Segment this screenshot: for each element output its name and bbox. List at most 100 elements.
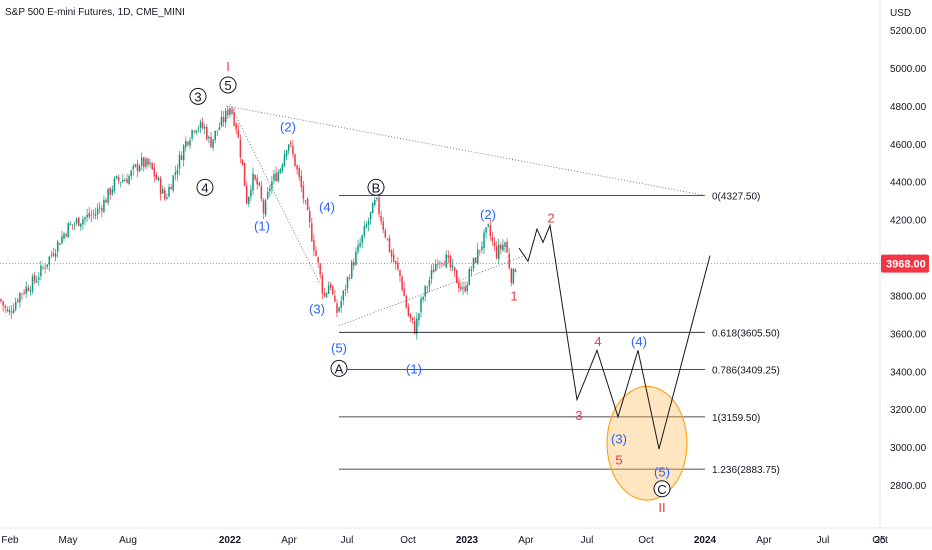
candle-body	[140, 157, 143, 166]
candle-body	[476, 249, 479, 264]
candle-body	[445, 254, 447, 268]
candle-body	[227, 109, 229, 116]
candle-body	[329, 283, 332, 288]
candle-body	[386, 238, 389, 240]
candle-body	[67, 223, 69, 238]
candle-body	[500, 244, 502, 249]
candle-body	[153, 167, 156, 177]
y-tick-label: 5200.00	[890, 26, 927, 37]
candle-body	[266, 191, 269, 199]
candle-body	[298, 168, 300, 177]
candle-body	[470, 269, 473, 272]
candle-body	[359, 243, 361, 247]
wave-label: (4)	[631, 334, 647, 349]
candle-body	[416, 318, 418, 334]
candle-body	[254, 175, 256, 180]
wave-label: (2)	[280, 120, 296, 135]
candle-body	[73, 223, 76, 225]
candle-body	[185, 140, 187, 148]
candle-body	[101, 208, 103, 211]
candle-body	[241, 159, 244, 165]
y-tick-label: 4200.00	[890, 216, 927, 227]
candle-body	[21, 293, 23, 295]
candle-body	[424, 285, 426, 297]
candle-body	[12, 309, 15, 313]
candle-body	[491, 236, 494, 241]
candle-body	[453, 266, 456, 272]
candle-body	[50, 254, 53, 256]
wave-label: 4	[201, 180, 208, 195]
candle-body	[369, 211, 372, 220]
candle-body	[54, 253, 57, 257]
candle-body	[275, 173, 277, 182]
candle-body	[353, 262, 355, 266]
candle-body	[363, 226, 366, 236]
candle-body	[250, 189, 252, 197]
candle-body	[327, 285, 330, 294]
candle-body	[6, 309, 9, 311]
candlestick-series	[0, 105, 517, 340]
wave-label: (1)	[406, 361, 422, 376]
candle-body	[48, 256, 51, 265]
candle-body	[504, 242, 506, 247]
trendline-drop[interactable]	[229, 103, 321, 285]
candle-body	[136, 163, 139, 171]
candle-body	[46, 264, 48, 267]
wave-label: (3)	[309, 302, 325, 317]
candle-body	[199, 121, 202, 128]
currency-label: USD	[890, 8, 911, 19]
x-tick-label: Oct	[872, 535, 888, 546]
candle-body	[138, 166, 141, 172]
trendline-lower[interactable]	[338, 255, 526, 327]
candle-body	[86, 214, 88, 218]
fib-level-label: 0.618(3605.50)	[712, 328, 780, 339]
candle-body	[239, 139, 242, 158]
x-tick-label: Oct	[400, 535, 416, 546]
candle-body	[132, 166, 135, 170]
candle-body	[397, 262, 399, 270]
current-price-tag	[881, 254, 929, 273]
candle-body	[422, 296, 424, 300]
price-axis[interactable]: 5200.00 5000.00 4800.00 4600.00 4400.00 4200.…	[879, 0, 929, 528]
candle-body	[182, 145, 185, 161]
candle-body	[222, 117, 225, 123]
candle-body	[493, 242, 496, 247]
wave-label: (3)	[611, 432, 627, 447]
candle-body	[0, 298, 2, 302]
candle-body	[113, 178, 116, 191]
candle-body	[367, 220, 370, 225]
projection-path[interactable]	[518, 223, 711, 450]
candle-body	[170, 187, 172, 190]
candle-body	[441, 263, 443, 265]
candle-body	[159, 178, 162, 194]
candle-body	[119, 182, 122, 184]
candle-body	[334, 295, 336, 302]
candle-body	[437, 263, 439, 265]
candle-body	[323, 293, 326, 296]
time-axis[interactable]: Feb May Aug 2022 Apr Jul Oct 2023 Apr Jul Oct 2024 A…	[0, 527, 932, 546]
candle-body	[124, 180, 126, 182]
candle-body	[443, 264, 445, 266]
candle-body	[149, 162, 151, 165]
candle-body	[203, 126, 206, 129]
candle-body	[403, 288, 405, 297]
candle-body	[252, 173, 254, 191]
x-tick-label: 2022	[219, 535, 242, 546]
candle-body	[308, 210, 311, 223]
drawing-lines	[0, 103, 880, 501]
candle-body	[96, 208, 99, 215]
target-zone-circle[interactable]	[606, 385, 688, 501]
trendline-top[interactable]	[225, 105, 706, 196]
candle-body	[92, 213, 95, 215]
candle-body	[401, 276, 403, 291]
candle-body	[107, 188, 109, 203]
chart-title: S&P 500 E-mini Futures, 1D, CME_MINI	[5, 7, 185, 18]
x-tick-label: 2023	[456, 535, 479, 546]
candle-body	[332, 286, 334, 295]
candle-body	[208, 136, 210, 139]
candle-body	[418, 313, 420, 321]
candle-body	[35, 280, 38, 283]
candle-body	[512, 268, 515, 284]
candle-body	[292, 145, 294, 155]
